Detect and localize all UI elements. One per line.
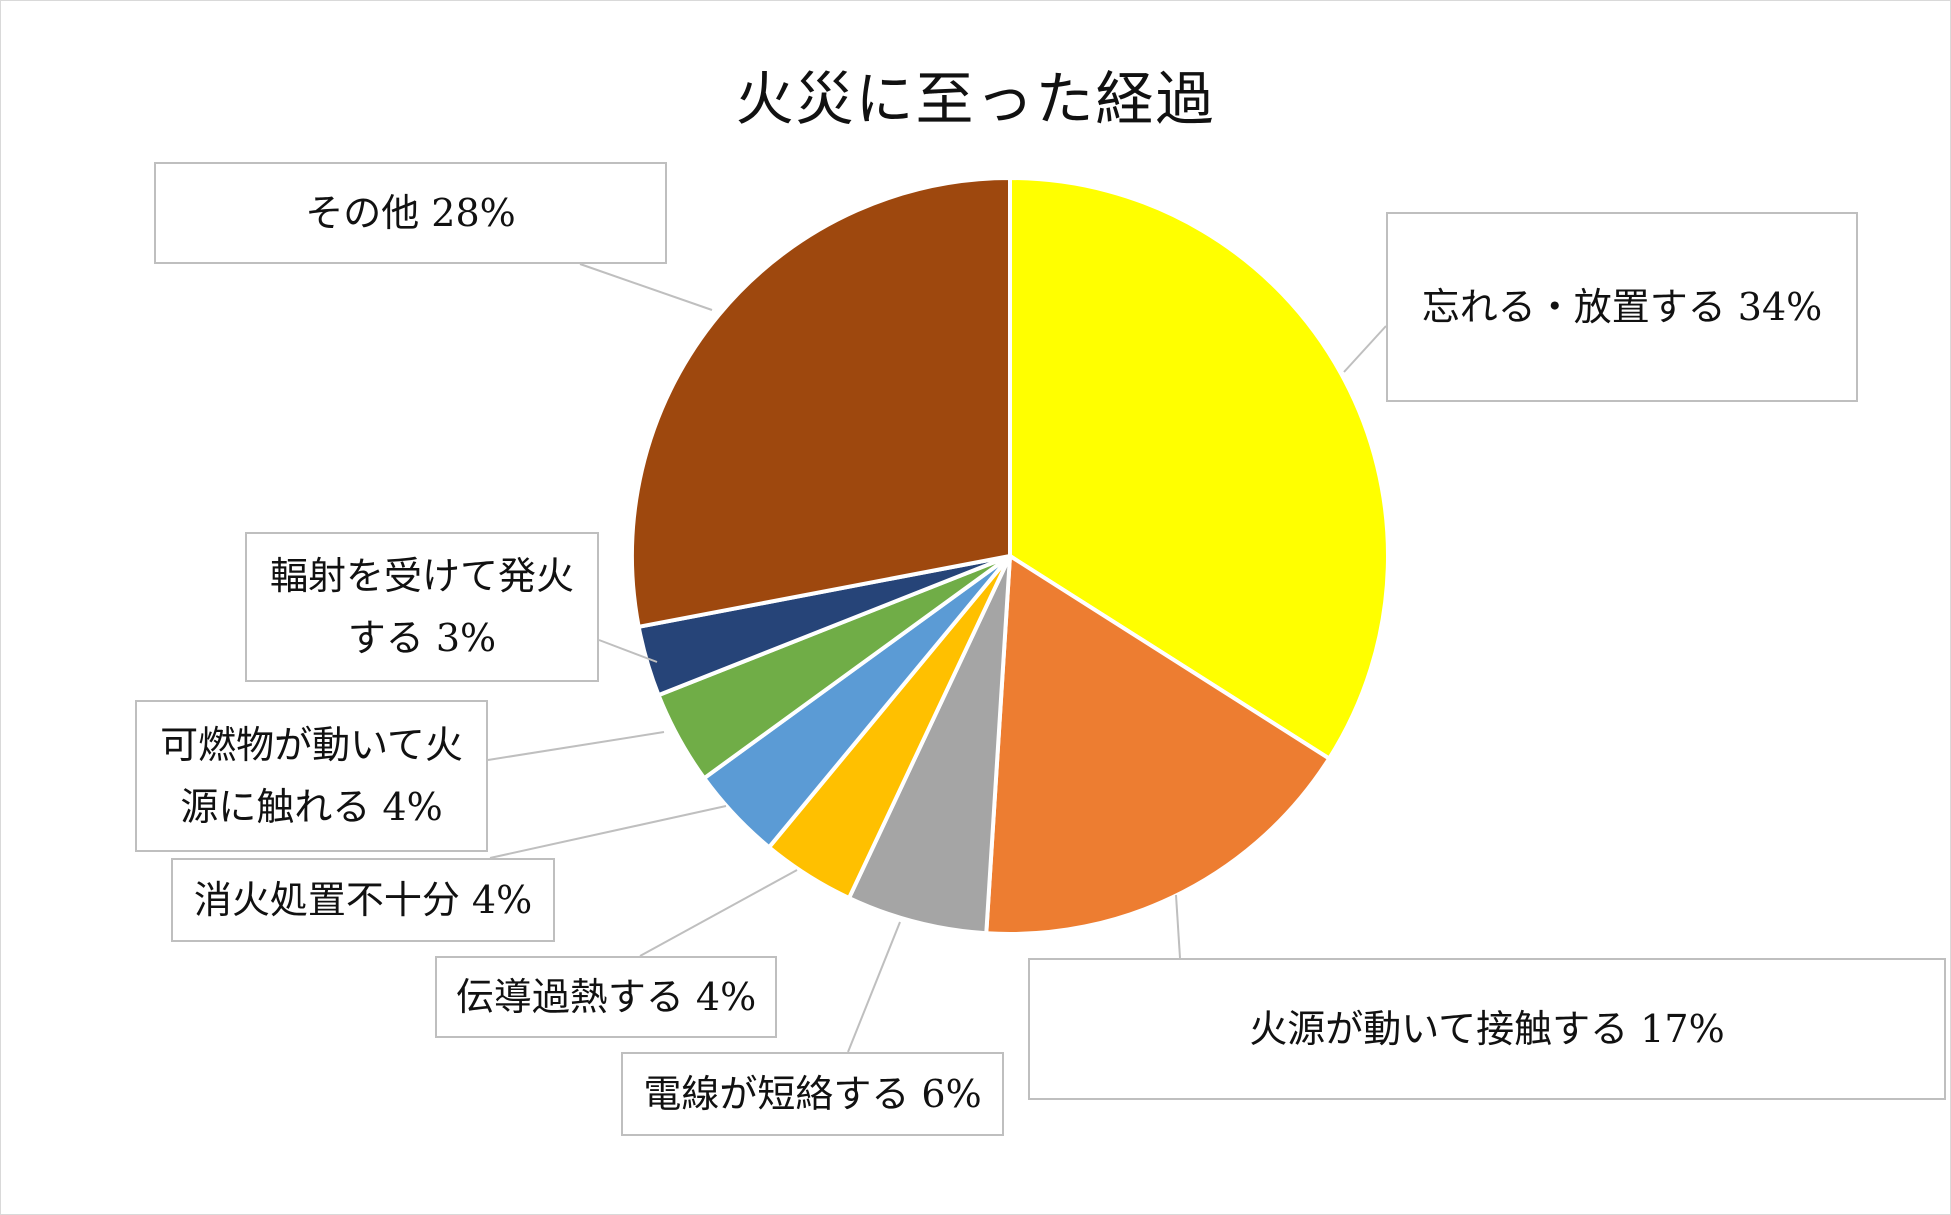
leader-other [579,263,713,311]
label-conduction-overheat: 伝導過熱する 4% [435,956,777,1038]
label-forget-neglect: 忘れる・放置する 34% [1386,212,1858,402]
leader-fire-source-contact [1175,894,1181,959]
label-short-circuit: 電線が短絡する 6% [621,1052,1004,1136]
leader-radiation-ignition [598,639,658,663]
label-incomplete-extinguish: 消火処置不十分 4% [171,858,555,942]
leader-incomplete-extinguish [489,805,727,859]
slice-forget-neglect [1008,175,1390,762]
label-other: その他 28% [154,162,667,264]
leader-conduction-overheat [639,869,798,957]
leader-short-circuit [847,921,901,1053]
slice-other [630,175,1012,630]
slice-fire-source-contact [984,552,1332,936]
slice-short-circuit [846,555,1012,936]
label-radiation-ignition: 輻射を受けて発火 する 3% [245,532,599,682]
chart-title: 火災に至った経過 [735,65,1216,133]
label-combustible-moved: 可燃物が動いて火 源に触れる 4% [135,700,488,852]
label-fire-source-contact: 火源が動いて接触する 17% [1028,958,1946,1100]
leader-forget-neglect [1343,325,1387,373]
leader-combustible-moved [487,731,665,761]
